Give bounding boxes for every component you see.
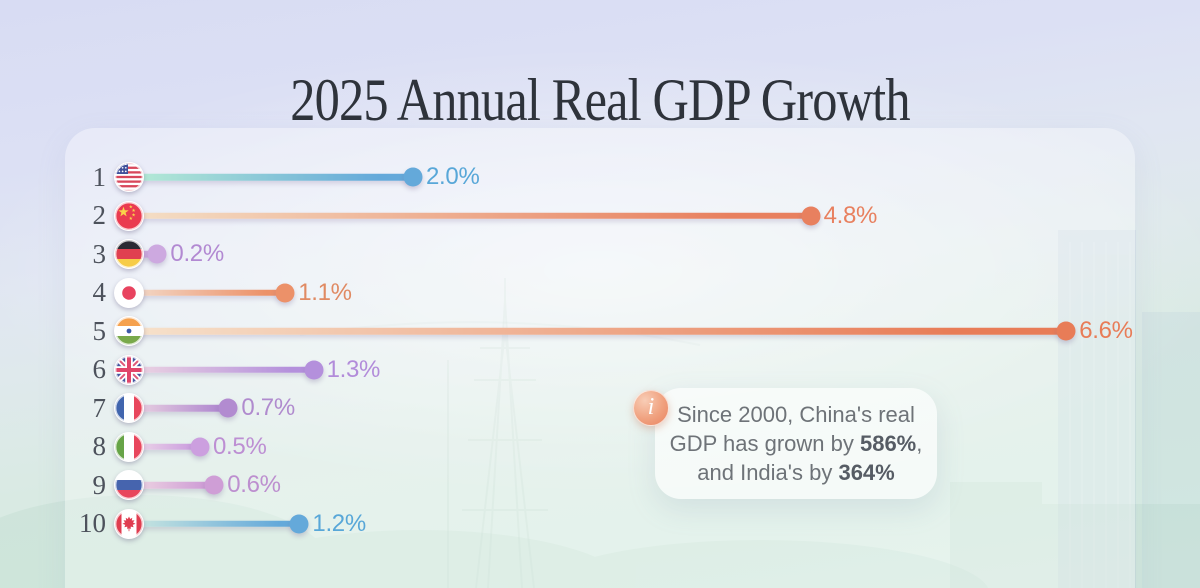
- us-flag-icon: [114, 162, 144, 193]
- bar-track: [129, 482, 215, 489]
- chart-row: 3 0.2%: [66, 235, 1176, 274]
- it-flag-icon: [114, 431, 144, 462]
- chart-row: 1 2.0%: [66, 158, 1176, 197]
- bar-dot: [147, 244, 167, 264]
- bar-track: [129, 212, 811, 219]
- value-label: 4.8%: [823, 201, 878, 229]
- bar-area: 2.0%: [129, 158, 1176, 197]
- bar-track: [129, 443, 200, 450]
- bar-dot: [403, 167, 423, 187]
- bar-dot: [218, 398, 238, 418]
- value-label: 1.3%: [326, 355, 381, 383]
- chart-rows: 1 2.0% 2 4.8% 3 0.2% 4 1.1% 5: [66, 158, 1176, 543]
- fr-flag-icon: [114, 393, 144, 424]
- ca-flag-icon: [114, 508, 144, 539]
- rank-label: 3: [92, 238, 107, 269]
- bar-area: 0.7%: [129, 389, 1176, 428]
- bar-area: 1.1%: [129, 274, 1176, 313]
- bar-track: [129, 328, 1067, 335]
- bar-area: 4.8%: [129, 197, 1176, 236]
- bar-dot: [275, 283, 295, 303]
- bar-area: 0.6%: [129, 466, 1176, 505]
- value-label: 0.5%: [213, 432, 267, 460]
- rank-label: 4: [92, 277, 107, 308]
- rank-label: 2: [92, 200, 107, 231]
- rank-label: 8: [92, 431, 107, 462]
- bar-track: [129, 174, 413, 181]
- bar-dot: [801, 206, 821, 226]
- value-label: 0.7%: [241, 394, 295, 422]
- chart-panel: [65, 128, 1135, 588]
- rank-label: 1: [92, 161, 107, 192]
- chart-row: 5 6.6%: [66, 312, 1176, 351]
- chart-row: 2 4.8%: [66, 197, 1176, 236]
- bar-area: 1.2%: [129, 505, 1176, 544]
- bar-track: [129, 289, 286, 296]
- bar-track: [129, 520, 300, 527]
- value-label: 1.1%: [298, 278, 352, 306]
- bar-dot: [304, 360, 324, 380]
- rank-label: 6: [92, 354, 107, 385]
- in-flag-icon: [114, 316, 144, 347]
- bar-dot: [1056, 321, 1076, 341]
- bar-dot: [204, 475, 224, 495]
- rank-label: 9: [92, 469, 107, 500]
- info-icon: i: [633, 390, 669, 426]
- info-card-text: Since 2000, China's real GDP has grown b…: [669, 402, 923, 485]
- cn-flag-icon: [114, 200, 144, 231]
- rank-label: 5: [92, 315, 107, 346]
- rank-label: 7: [92, 392, 107, 423]
- chart-row: 9 0.6%: [66, 466, 1176, 505]
- chart-row: 6 1.3%: [66, 351, 1176, 390]
- jp-flag-icon: [114, 277, 144, 308]
- value-label: 1.2%: [312, 509, 366, 537]
- value-label: 2.0%: [426, 163, 480, 191]
- bar-area: 1.3%: [129, 351, 1176, 390]
- ru-flag-icon: [114, 470, 144, 501]
- bar-dot: [190, 437, 210, 457]
- bar-dot: [289, 514, 309, 534]
- bar-area: 0.5%: [129, 428, 1176, 467]
- chart-row: 4 1.1%: [66, 274, 1176, 313]
- page-title: 2025 Annual Real GDP Growth: [290, 67, 910, 134]
- gb-flag-icon: [114, 354, 144, 385]
- bar-track: [129, 366, 314, 373]
- value-label: 0.6%: [227, 471, 281, 499]
- info-card: i Since 2000, China's real GDP has grown…: [633, 388, 937, 499]
- chart-row: 7 0.7%: [66, 389, 1176, 428]
- value-label: 0.2%: [170, 240, 224, 268]
- de-flag-icon: [114, 239, 144, 270]
- rank-label: 10: [79, 508, 106, 539]
- bar-area: 0.2%: [129, 235, 1176, 274]
- chart-row: 10 1.2%: [66, 505, 1176, 544]
- value-label: 6.6%: [1079, 317, 1133, 345]
- bar-track: [129, 405, 229, 412]
- chart-row: 8 0.5%: [66, 428, 1176, 467]
- info-icon-glyph: i: [647, 394, 655, 420]
- bar-area: 6.6%: [129, 312, 1176, 351]
